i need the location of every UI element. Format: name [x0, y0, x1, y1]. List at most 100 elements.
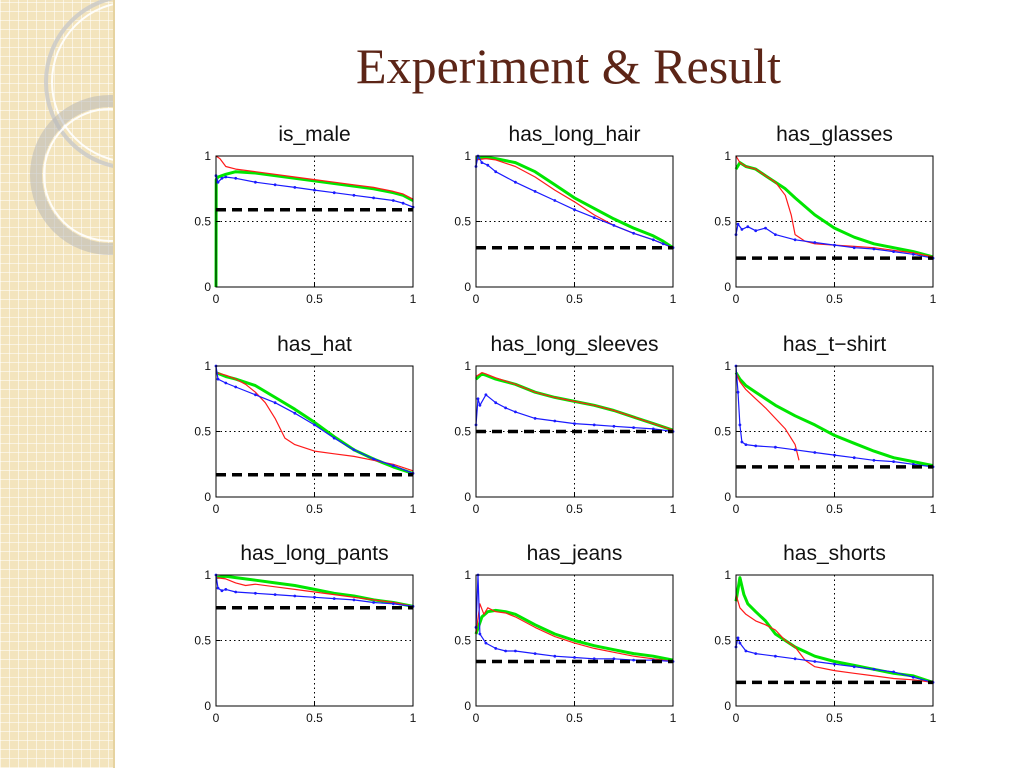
series-point — [573, 422, 576, 425]
series-point — [833, 243, 836, 247]
x-tick-label: 0.5 — [306, 502, 323, 516]
series-point — [224, 381, 228, 385]
chart-5: has_t−shirt 0 0.5 1 0 0.5 1 — [714, 333, 936, 516]
x-tick-label: 0.5 — [566, 292, 583, 306]
series-point — [476, 397, 480, 401]
x-tick-label: 0.5 — [826, 711, 843, 725]
chart-6: has_long_pants 0 0.5 1 0 0.5 1 — [194, 542, 416, 725]
y-tick-label: 0.5 — [194, 634, 211, 648]
series-point — [352, 598, 356, 602]
y-tick-label: 0.5 — [714, 634, 731, 648]
series-point — [224, 175, 228, 179]
chart-3: has_hat 0 0.5 1 0 0.5 1 — [194, 333, 416, 516]
x-tick-label: 1 — [410, 292, 417, 306]
series-point — [744, 443, 748, 446]
series-point — [754, 652, 758, 655]
series-point — [573, 656, 576, 659]
x-tick-label: 0.5 — [566, 711, 583, 725]
series-point — [293, 411, 297, 415]
series-point — [332, 436, 336, 440]
y-tick-label: 0 — [724, 490, 731, 504]
series-point — [754, 444, 758, 448]
series-point — [478, 632, 482, 636]
series-point — [401, 201, 405, 205]
y-tick-label: 0 — [204, 699, 211, 713]
series-line-red — [215, 372, 414, 472]
y-tick-label: 0.5 — [454, 425, 471, 439]
series-point — [494, 401, 498, 405]
y-tick-label: 0 — [724, 280, 731, 294]
chart-8: has_shorts 0 0.5 1 0 0.5 1 — [714, 542, 936, 725]
y-tick-label: 0 — [204, 280, 211, 294]
series-point — [273, 593, 277, 596]
y-tick-label: 1 — [204, 359, 211, 373]
y-tick-label: 0 — [464, 490, 471, 504]
series-point — [494, 170, 498, 174]
series-point — [632, 658, 635, 662]
series-point — [553, 654, 557, 658]
series-point — [852, 665, 856, 669]
sidebar-decoration — [0, 0, 115, 768]
series-point — [533, 190, 537, 193]
series-point — [833, 662, 836, 666]
series-point — [273, 401, 277, 405]
chart-7: has_jeans 0 0.5 1 0 0.5 1 — [454, 542, 676, 725]
series-point — [332, 191, 336, 195]
y-tick-label: 1 — [464, 149, 471, 163]
series-point — [553, 199, 557, 202]
chart-title: has_long_pants — [240, 542, 388, 565]
series-point — [372, 457, 375, 461]
series-point — [736, 222, 740, 226]
x-tick-label: 1 — [930, 711, 937, 725]
chart-title: has_long_hair — [509, 123, 641, 146]
x-tick-label: 1 — [930, 502, 937, 516]
series-point — [592, 657, 596, 661]
x-tick-label: 0 — [733, 502, 740, 516]
y-tick-label: 0.5 — [714, 215, 731, 229]
series-point — [352, 193, 356, 197]
series-point — [774, 233, 777, 237]
chart-title: has_long_sleeves — [490, 333, 658, 356]
series-point — [813, 660, 817, 663]
series-line-green — [475, 155, 674, 249]
series-point — [793, 448, 797, 452]
series-point — [852, 246, 856, 250]
x-tick-label: 1 — [410, 502, 417, 516]
x-tick-label: 0 — [213, 502, 220, 516]
y-tick-label: 1 — [464, 359, 471, 373]
series-point — [738, 423, 742, 427]
series-point — [738, 641, 742, 645]
series-point — [793, 238, 797, 242]
chart-title: has_glasses — [776, 123, 893, 146]
series-point — [216, 586, 220, 590]
series-point — [514, 180, 517, 184]
series-point — [313, 188, 316, 192]
series-point — [592, 423, 596, 427]
y-tick-label: 0 — [204, 490, 211, 504]
series-point — [514, 410, 517, 414]
series-point — [736, 390, 740, 394]
series-line-green — [214, 170, 414, 288]
series-point — [352, 448, 356, 452]
series-point — [892, 460, 895, 463]
chart-title: has_jeans — [527, 542, 623, 565]
series-point — [911, 675, 915, 679]
x-tick-label: 0 — [733, 711, 740, 725]
series-line-red — [735, 372, 800, 461]
series-line-red — [475, 603, 674, 663]
x-tick-label: 1 — [670, 711, 677, 725]
slide-title: Experiment & Result — [356, 38, 781, 94]
series-point — [740, 228, 744, 231]
series-point — [651, 427, 655, 431]
series-point — [774, 445, 777, 449]
x-tick-label: 0 — [733, 292, 740, 306]
y-tick-label: 1 — [724, 359, 731, 373]
series-point — [273, 183, 277, 187]
series-point — [486, 163, 490, 167]
y-tick-label: 0.5 — [194, 215, 211, 229]
series-point — [892, 670, 895, 674]
x-tick-label: 0.5 — [306, 711, 323, 725]
x-tick-label: 0.5 — [566, 502, 583, 516]
series-line-red — [735, 155, 934, 258]
